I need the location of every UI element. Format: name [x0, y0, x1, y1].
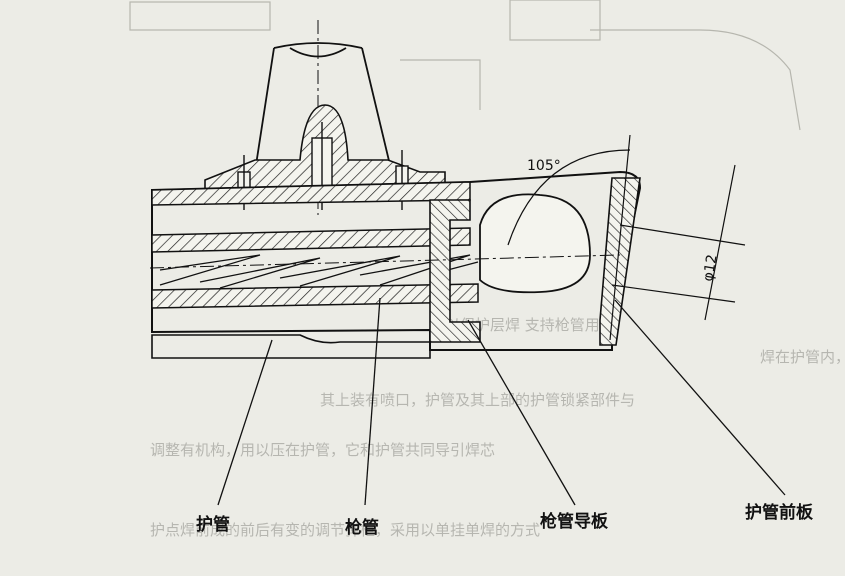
welding-ball — [479, 193, 591, 294]
gun-tube-guide-plate — [429, 199, 481, 343]
guard-tube-wall-top — [151, 181, 471, 206]
leader-lines — [217, 297, 786, 506]
label-gun-tube: 枪管 — [345, 517, 379, 538]
label-guard-tube: 护管 — [196, 514, 230, 535]
ghost-line-5: 护点焊前成的前后有变的调节弹柜，采用以单挂单焊的方式 — [150, 521, 540, 539]
angle-dimension — [507, 134, 631, 341]
label-gun-tube-guide-plate: 枪管导板 — [540, 511, 609, 532]
gun-tube-lower-wall — [151, 283, 479, 309]
angle-label: 105° — [527, 158, 561, 174]
diameter-dimension — [611, 164, 746, 321]
guard-tube-wall-bottom — [151, 334, 431, 359]
diameter-label: φ12 — [700, 253, 720, 282]
nozzle-funnel — [255, 42, 391, 166]
background-sketch — [129, 0, 801, 131]
ghost-line-4: 调整有机构，用以压在护管，它和护管共同导引焊芯 — [150, 441, 495, 459]
ghost-line-2: 焊在护管内， 末端 — [760, 348, 845, 366]
guard-tube-front-plate — [599, 177, 641, 346]
label-guard-tube-front-plate: 护管前板 — [745, 502, 814, 523]
ghost-line-3: 其上装有喷口，护管及其上部的护管锁紧部件与 — [320, 391, 635, 409]
gun-tube-upper-wall — [151, 227, 471, 253]
horizontal-centerline — [149, 254, 621, 269]
gun-tube-spiral — [159, 254, 479, 289]
